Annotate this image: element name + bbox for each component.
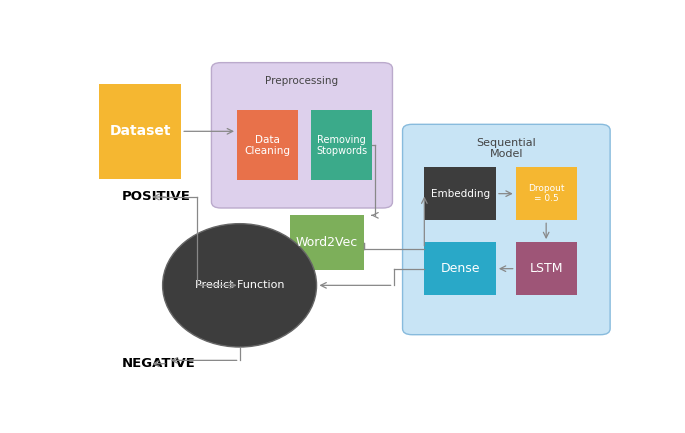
FancyBboxPatch shape bbox=[212, 63, 393, 208]
Text: Embedding: Embedding bbox=[431, 189, 490, 199]
Ellipse shape bbox=[162, 224, 316, 347]
Text: Sequential
Model: Sequential Model bbox=[477, 138, 536, 159]
Text: Removing
Stopwords: Removing Stopwords bbox=[316, 135, 367, 156]
FancyBboxPatch shape bbox=[516, 242, 577, 295]
Text: Predict Function: Predict Function bbox=[195, 280, 284, 291]
FancyBboxPatch shape bbox=[424, 242, 496, 295]
Text: NEGATIVE: NEGATIVE bbox=[122, 357, 195, 370]
Text: Dropout
= 0.5: Dropout = 0.5 bbox=[528, 184, 564, 204]
Text: POSITIVE: POSITIVE bbox=[122, 191, 190, 204]
Text: Dataset: Dataset bbox=[110, 124, 171, 138]
FancyBboxPatch shape bbox=[311, 110, 373, 180]
Text: Data
Cleaning: Data Cleaning bbox=[245, 135, 290, 156]
FancyBboxPatch shape bbox=[424, 167, 496, 220]
FancyBboxPatch shape bbox=[99, 84, 181, 179]
FancyBboxPatch shape bbox=[290, 215, 364, 270]
FancyBboxPatch shape bbox=[403, 124, 610, 335]
FancyBboxPatch shape bbox=[237, 110, 298, 180]
FancyBboxPatch shape bbox=[516, 167, 577, 220]
Text: LSTM: LSTM bbox=[530, 262, 563, 275]
Text: Word2Vec: Word2Vec bbox=[296, 236, 358, 249]
Text: Dense: Dense bbox=[440, 262, 480, 275]
Text: Preprocessing: Preprocessing bbox=[265, 76, 338, 86]
